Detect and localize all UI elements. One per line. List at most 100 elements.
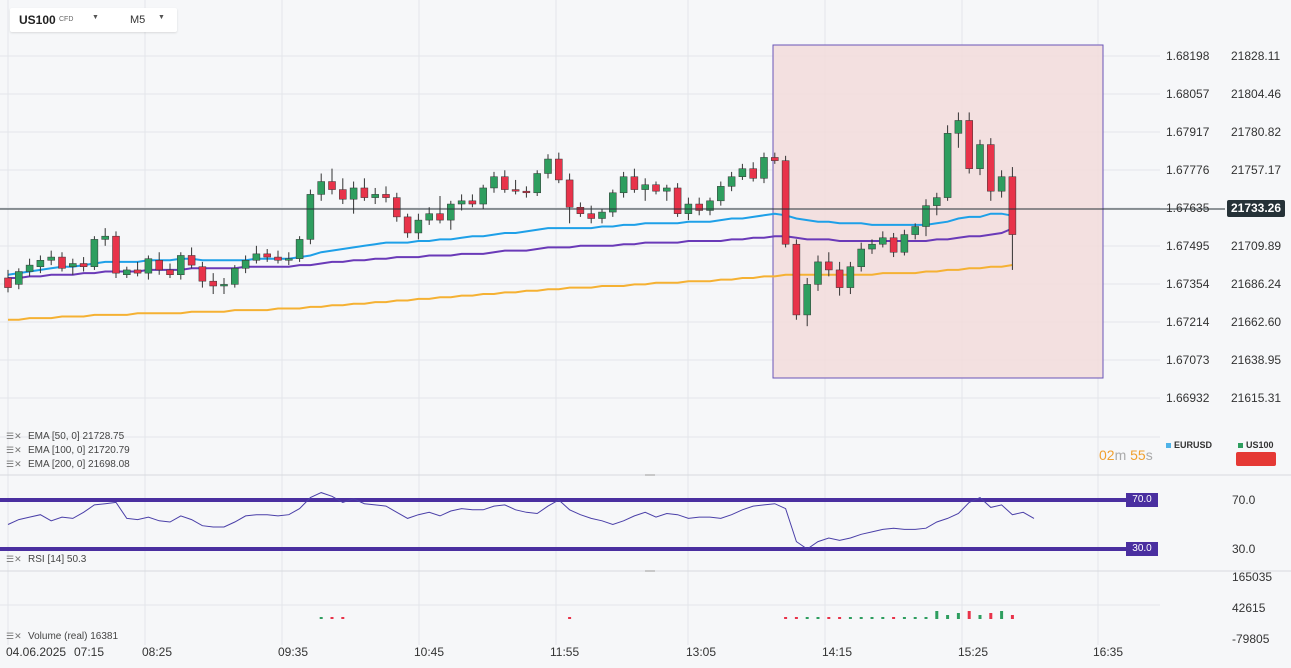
candle-body <box>749 168 757 179</box>
candle-body <box>349 187 358 200</box>
right-axis-label: 21686.24 <box>1231 277 1282 291</box>
indicator-settings-icon[interactable]: ☰✕ <box>6 631 22 641</box>
candle-body <box>943 133 952 198</box>
candle-body <box>814 261 822 285</box>
timeframe-caret-icon[interactable]: ▼ <box>158 14 165 21</box>
left-axis-label: 1.67073 <box>1166 353 1210 367</box>
candle-body <box>306 194 315 240</box>
candle-body <box>393 197 401 218</box>
candle-body <box>187 255 196 266</box>
symbol-selector[interactable]: US100 CFD ▼ M5 ▼ <box>10 8 177 32</box>
candle-body <box>47 256 55 261</box>
candle-body <box>295 239 304 259</box>
highlight-box[interactable] <box>772 44 1104 379</box>
indicator-settings-icon[interactable]: ☰✕ <box>6 459 22 469</box>
left-axis-label: 1.67495 <box>1166 239 1210 253</box>
candle-body <box>36 260 45 267</box>
symbol-caret-icon[interactable]: ▼ <box>92 14 99 21</box>
candlesticks <box>4 112 1017 327</box>
candle-body <box>911 226 919 235</box>
candle-body <box>652 184 660 192</box>
us100-color-bar[interactable] <box>1236 452 1276 466</box>
candle-body <box>263 253 271 258</box>
candle-body <box>69 263 77 267</box>
ema100-line <box>8 227 1013 279</box>
time-axis-label: 11:55 <box>550 645 580 659</box>
candle-body <box>609 192 617 213</box>
candle-body <box>727 176 736 187</box>
candle-body <box>274 256 282 261</box>
right-axis-label: 21615.31 <box>1231 391 1282 405</box>
candle-body <box>641 184 649 190</box>
volume-bar <box>902 617 906 619</box>
candle-body <box>4 277 12 288</box>
candle-body <box>857 248 865 267</box>
eurusd-swatch <box>1166 443 1171 449</box>
candle-body <box>198 266 207 282</box>
candle-body <box>565 179 574 208</box>
candle-body <box>889 237 898 253</box>
candle-body <box>403 216 412 234</box>
right-axis-label: 21638.95 <box>1231 353 1282 367</box>
volume-bar <box>568 617 572 619</box>
indicator-settings-icon[interactable]: ☰✕ <box>6 445 22 455</box>
timeframe-label[interactable]: M5 <box>130 14 146 26</box>
candle-body <box>987 144 995 192</box>
volume-bar <box>794 617 798 619</box>
volume-bar <box>805 617 809 619</box>
indicator-settings-icon[interactable]: ☰✕ <box>6 554 22 564</box>
candle-body <box>587 213 595 219</box>
volume-bar <box>341 617 345 619</box>
candle-body <box>177 255 185 275</box>
time-axis-label: 14:15 <box>822 645 853 659</box>
volume-bar <box>946 615 950 619</box>
candle-body <box>630 176 639 190</box>
ema200-line <box>8 264 1013 321</box>
candle-body <box>976 144 984 169</box>
legend-us100[interactable]: US100 <box>1238 440 1274 450</box>
right-axis-label: 21709.89 <box>1231 239 1282 253</box>
candle-body <box>598 211 606 219</box>
candle-body <box>792 243 801 316</box>
legend-eurusd[interactable]: EURUSD <box>1166 440 1212 450</box>
ema100-path <box>8 227 1013 279</box>
candle-body <box>522 190 531 194</box>
candle-body <box>209 280 217 287</box>
ema200-path <box>8 264 1013 321</box>
candle-body <box>1008 176 1017 235</box>
indicator-rsi[interactable]: ☰✕ RSI [14] 50.3 <box>6 554 87 565</box>
right-axis-label: 21804.46 <box>1231 87 1282 101</box>
volume-axis-label: 165035 <box>1232 570 1273 584</box>
right-axis-label: 21757.17 <box>1231 163 1282 177</box>
left-axis-label: 1.67917 <box>1166 125 1210 139</box>
candle-body <box>101 235 109 240</box>
candle-body <box>339 189 347 200</box>
candle-body <box>965 120 973 169</box>
candle-body <box>436 213 444 221</box>
candle-body <box>846 266 855 288</box>
indicator-settings-icon[interactable]: ☰✕ <box>6 431 22 441</box>
time-axis-label: 07:15 <box>74 645 105 659</box>
time-axis-label: 15:25 <box>958 645 989 659</box>
indicator-ema100[interactable]: ☰✕ EMA [100, 0] 21720.79 <box>6 445 130 456</box>
candle-body <box>479 187 487 205</box>
left-axis-label: 1.67776 <box>1166 163 1210 177</box>
candle-body <box>695 203 703 211</box>
symbol-type: CFD <box>59 16 74 23</box>
volume-bar <box>892 617 896 619</box>
candle-body <box>317 181 325 195</box>
indicator-volume[interactable]: ☰✕ Volume (real) 16381 <box>6 631 119 642</box>
rsi-axis-upper: 70.0 <box>1232 493 1256 507</box>
volume-bar <box>989 613 993 619</box>
time-axis-label: 09:35 <box>278 645 309 659</box>
candle-body <box>79 263 88 267</box>
indicator-ema200[interactable]: ☰✕ EMA [200, 0] 21698.08 <box>6 459 130 470</box>
candle-body <box>457 200 466 205</box>
candle-body <box>673 187 682 214</box>
left-axis-label: 1.68057 <box>1166 87 1210 101</box>
candle-body <box>133 269 142 274</box>
right-axis-label: 21780.82 <box>1231 125 1282 139</box>
indicator-ema50[interactable]: ☰✕ EMA [50, 0] 21728.75 <box>6 431 125 442</box>
volume-bar <box>319 617 323 619</box>
